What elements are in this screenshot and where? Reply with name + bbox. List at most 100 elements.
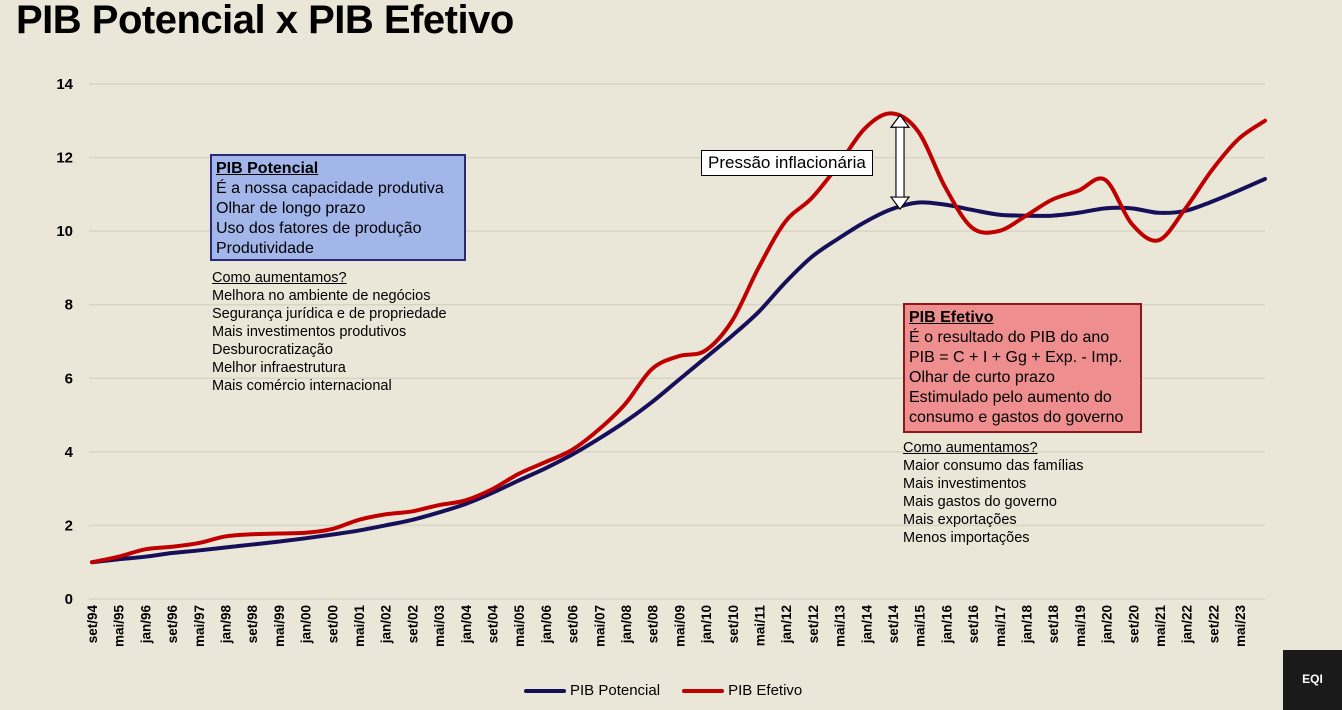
x-tick-label: jan/00	[299, 605, 314, 644]
note-efetivo: Como aumentamos? Maior consumo das famíl…	[903, 439, 1084, 547]
y-axis: 0 2 4 6 8 10 12 14	[56, 76, 73, 608]
x-tick-label: set/98	[245, 605, 260, 644]
x-tick-label: mai/21	[1153, 605, 1168, 648]
annotation-pib-potencial: PIB Potencial É a nossa capacidade produ…	[210, 154, 466, 261]
x-tick-label: mai/15	[913, 605, 928, 648]
annotation-line: É a nossa capacidade produtiva	[216, 180, 444, 197]
note-line: Mais investimentos produtivos	[212, 324, 407, 340]
x-tick-label: jan/96	[138, 605, 153, 645]
x-tick-label: jan/14	[859, 605, 874, 645]
x-tick-label: set/94	[85, 605, 100, 644]
x-tick-label: set/16	[966, 605, 981, 644]
x-tick-label: set/08	[646, 605, 661, 644]
legend-item-efetivo: PIB Efetivo	[682, 682, 802, 699]
x-tick-label: jan/04	[459, 605, 474, 645]
x-tick-label: mai/11	[753, 605, 768, 647]
x-tick-label: jan/10	[699, 605, 714, 644]
annotation-line: PIB = C + I + Gg + Exp. - Imp.	[909, 349, 1123, 366]
x-tick-label: set/20	[1126, 605, 1141, 643]
series-lines	[90, 111, 1267, 565]
note-head: Como aumentamos?	[212, 270, 347, 286]
note-potencial: Como aumentamos? Melhora no ambiente de …	[212, 269, 447, 395]
x-tick-label: set/02	[405, 605, 420, 643]
x-tick-label: mai/23	[1233, 605, 1248, 648]
arrow-fill	[896, 127, 904, 197]
x-tick-label: set/06	[566, 605, 581, 644]
note-line: Maior consumo das famílias	[903, 458, 1084, 474]
y-tick-label: 0	[65, 591, 73, 608]
legend-label: PIB Potencial	[570, 682, 661, 699]
note-line: Mais gastos do governo	[903, 494, 1057, 510]
annotation-line: Uso dos fatores de produção	[216, 220, 422, 237]
legend: PIB Potencial PIB Efetivo	[524, 682, 824, 699]
annotation-line: Olhar de longo prazo	[216, 200, 366, 217]
note-line: Segurança jurídica e de propriedade	[212, 306, 447, 322]
y-tick-label: 8	[65, 297, 73, 314]
annotation-head: PIB Efetivo	[909, 309, 994, 326]
x-tick-label: jan/12	[779, 605, 794, 644]
x-axis: set/94 mai/95 jan/96 set/96 mai/97 jan/98 set/…	[85, 605, 1248, 648]
logo-text: EQI	[1302, 672, 1323, 686]
x-tick-label: set/12	[806, 605, 821, 643]
arrow-head-down	[889, 196, 911, 211]
annotation-head: PIB Potencial	[216, 160, 319, 177]
x-tick-label: jan/08	[619, 605, 634, 645]
annotation-pressao: Pressão inflacionária	[701, 150, 873, 176]
x-tick-label: mai/13	[833, 605, 848, 648]
y-tick-label: 4	[65, 444, 74, 461]
x-tick-label: mai/03	[432, 605, 447, 648]
x-tick-label: jan/98	[219, 605, 234, 645]
note-line: Mais comércio internacional	[212, 378, 392, 394]
series-line-pib-efetivo	[90, 111, 1267, 565]
x-tick-label: jan/06	[539, 605, 554, 645]
annotation-line: Estimulado pelo aumento do	[909, 389, 1112, 406]
y-tick-label: 2	[65, 517, 73, 534]
x-tick-label: mai/05	[512, 605, 527, 648]
x-tick-label: jan/20	[1100, 605, 1115, 644]
y-tick-label: 6	[65, 370, 73, 387]
y-tick-label: 10	[56, 223, 73, 240]
pressure-arrow	[889, 114, 911, 211]
x-tick-label: set/18	[1046, 605, 1061, 644]
x-tick-label: set/14	[886, 605, 901, 644]
annotation-line: É o resultado do PIB do ano	[909, 329, 1110, 346]
x-tick-label: mai/19	[1073, 605, 1088, 647]
legend-swatch	[524, 688, 566, 693]
x-tick-label: mai/09	[672, 605, 687, 647]
x-tick-label: set/96	[165, 605, 180, 644]
note-line: Menos importações	[903, 530, 1030, 546]
x-tick-label: mai/07	[592, 605, 607, 647]
series-line-pib-potencial	[90, 176, 1267, 565]
legend-item-potencial: PIB Potencial	[524, 682, 660, 699]
x-tick-label: set/22	[1206, 605, 1221, 643]
note-head: Como aumentamos?	[903, 440, 1038, 456]
y-tick-label: 14	[56, 76, 73, 93]
x-tick-label: mai/17	[993, 605, 1008, 647]
annotation-line: consumo e gastos do governo	[909, 409, 1124, 426]
chart-title: PIB Potencial x PIB Efetivo	[16, 0, 514, 42]
legend-label: PIB Efetivo	[728, 682, 803, 699]
x-tick-label: jan/02	[379, 605, 394, 644]
y-tick-label: 12	[56, 150, 73, 167]
x-tick-label: mai/97	[192, 605, 207, 647]
x-tick-label: mai/99	[272, 605, 287, 647]
x-tick-label: set/00	[325, 605, 340, 643]
x-tick-label: set/04	[486, 605, 501, 644]
x-tick-label: jan/22	[1180, 605, 1195, 644]
x-tick-label: mai/01	[352, 605, 367, 648]
annotation-pib-efetivo: PIB Efetivo É o resultado do PIB do ano …	[903, 303, 1142, 433]
x-tick-label: jan/16	[939, 605, 954, 645]
arrow-head-up	[889, 114, 911, 128]
note-line: Melhora no ambiente de negócios	[212, 288, 431, 304]
legend-swatch	[682, 688, 725, 693]
gridlines	[89, 83, 1265, 600]
x-tick-label: jan/18	[1020, 605, 1035, 645]
annotation-line: Olhar de curto prazo	[909, 369, 1055, 386]
annotation-line: Produtividade	[216, 240, 314, 257]
note-line: Mais investimentos	[903, 476, 1027, 492]
note-line: Desburocratização	[212, 342, 333, 358]
eqi-logo: EQI	[1283, 650, 1342, 710]
note-line: Melhor infraestrutura	[212, 360, 346, 376]
x-tick-label: set/10	[726, 605, 741, 643]
